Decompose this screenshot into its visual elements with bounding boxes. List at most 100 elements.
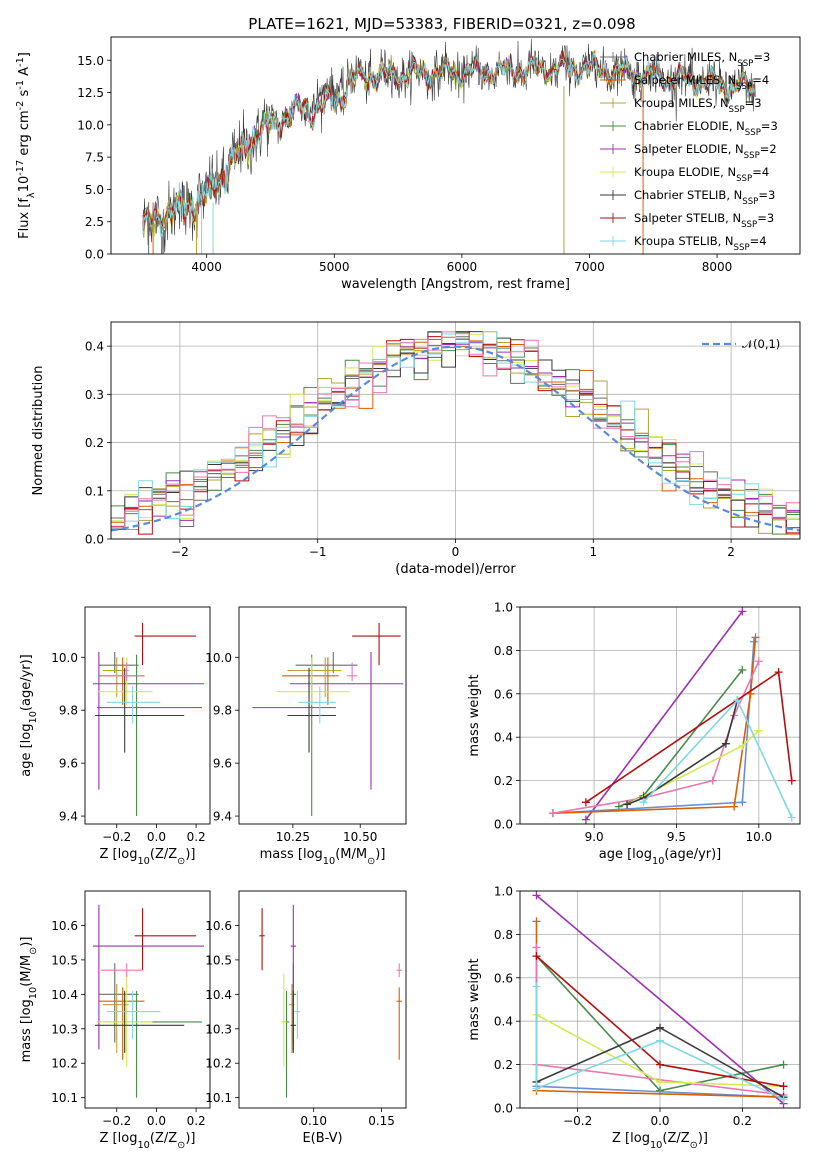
label-part: SSP <box>745 128 761 138</box>
label-part: Normed distribution <box>31 366 46 496</box>
label-part: E(B-V) <box>302 1131 342 1146</box>
label-part: (Z/Z <box>662 1131 689 1146</box>
weight-marker <box>532 891 541 900</box>
legend-entry: Salpeter ELODIE, NSSP=2 <box>634 142 777 161</box>
label-part: (M/M <box>335 847 367 862</box>
x-tick-label: 10.25 <box>276 830 310 844</box>
label-part: =4 <box>750 234 767 248</box>
label-part: SSP <box>741 220 757 230</box>
legend-entry: Chabrier MILES, NSSP=3 <box>634 50 770 69</box>
axes-frame <box>110 36 801 255</box>
label-part: 10 <box>28 711 39 723</box>
grid <box>520 606 800 825</box>
legend-entry: Chabrier STELIB, NSSP=3 <box>634 188 775 207</box>
y-tick-label: 10.6 <box>205 919 232 933</box>
x-tick-label: −1 <box>309 545 327 559</box>
label-part: Salpeter STELIB, N <box>634 211 741 225</box>
weight-marker <box>749 637 758 646</box>
label-part: Salpeter MILES, N <box>634 73 736 87</box>
x-axis-label: Z [log10(Z/Z⊙)] <box>612 1131 708 1151</box>
weight-marker <box>779 1082 788 1091</box>
axes-frame <box>84 890 211 1109</box>
label-part: SSP <box>737 59 753 69</box>
y-tick-label: 12.5 <box>77 86 104 100</box>
label-part: 10 <box>650 1140 662 1151</box>
legend-entry: Kroupa STELIB, NSSP=4 <box>634 234 767 253</box>
label-part: SSP <box>729 105 745 115</box>
label-part: Chabrier STELIB, N <box>634 188 742 202</box>
weight-marker <box>738 798 747 807</box>
weight-marker <box>532 1084 541 1093</box>
label-part: ] <box>17 52 32 57</box>
weight-marker <box>774 668 783 677</box>
x-axis-label: Z [log10(Z/Z⊙)] <box>100 1131 196 1151</box>
axes-frame <box>238 890 407 1109</box>
y-tick-label: 1.0 <box>494 601 513 615</box>
label-part: A <box>17 67 32 80</box>
label-part: (Z/Z <box>150 1131 177 1146</box>
axes-frame <box>84 606 211 825</box>
axes-overlay: −2 −1 0 1 2 0.0 0.1 0.2 0.3 0.4 (data-model)/error… <box>31 321 801 577</box>
label-part: age [log <box>599 847 652 862</box>
y-tick-label: 0.4 <box>494 731 513 745</box>
label-part: =3 <box>753 50 770 64</box>
y-tick-label: 15.0 <box>77 54 104 68</box>
y-tick-label: 10.0 <box>77 118 104 132</box>
weight-marker <box>623 800 632 809</box>
x-axis-label: Z [log10(Z/Z⊙)] <box>100 847 196 867</box>
y-tick-label: 10.0 <box>51 651 78 665</box>
label-part: ⊙ <box>177 856 185 867</box>
x-axis-label: mass [log10(M/M⊙)] <box>260 847 386 867</box>
label-part: ⊙ <box>690 1140 698 1151</box>
legend-entry: Salpeter STELIB, NSSP=3 <box>634 211 774 230</box>
y-tick-label: 0.2 <box>494 1058 513 1072</box>
x-tick-label: 5000 <box>319 260 350 274</box>
label-part: λ <box>26 192 37 198</box>
x-tick-label: 0.2 <box>733 1114 752 1128</box>
label-part: SSP <box>744 151 760 161</box>
y-tick-label: 10.3 <box>51 1022 78 1036</box>
axes-overlay: 4000 5000 6000 7000 8000 0.0 2.5 5.0 7.5 10.0 12.5… <box>15 36 801 292</box>
y-tick-label: 0.6 <box>494 971 513 985</box>
x-tick-label: 7000 <box>574 260 605 274</box>
x-tick-label: 0.0 <box>147 830 166 844</box>
x-tick-label: 2 <box>727 545 735 559</box>
weight-marker <box>751 633 760 642</box>
weight-marker <box>656 1036 664 1045</box>
histogram-pink <box>111 331 800 539</box>
y-tick-label: 10.3 <box>205 1022 232 1036</box>
y-tick-label: 7.5 <box>85 151 104 165</box>
label-part: erg cm <box>17 110 32 159</box>
x-tick-label: 4000 <box>191 260 222 274</box>
mass-vs-metallicity-panel: −0.2 0.0 0.2 10.1 10.2 10.3 10.4 10.5 10.6 Z [log… <box>19 890 211 1151</box>
y-tick-label: 9.8 <box>213 704 232 718</box>
x-tick-label: 0.2 <box>187 830 206 844</box>
legend-entry: Kroupa MILES, NSSP=3 <box>634 96 762 115</box>
weight-marker <box>721 739 730 748</box>
label-part: mass [log <box>260 847 323 862</box>
y-tick-label: 1.0 <box>494 885 513 899</box>
label-part: ⊙ <box>177 1140 185 1151</box>
x-tick-label: −0.2 <box>563 1114 592 1128</box>
label-part: s <box>17 89 32 100</box>
plot-area <box>259 904 402 1098</box>
label-part: mass weight <box>467 958 482 1040</box>
axes-overlay: −0.2 0.0 0.29.49.69.810.0Z [log10(Z/Z⊙)]ag… <box>19 606 211 867</box>
spectrum-kroupa-stelib <box>142 52 756 238</box>
weight-marker <box>733 696 742 705</box>
weight-line <box>535 986 784 1101</box>
label-part: (age/yr)] <box>664 847 721 862</box>
weight-line <box>585 610 743 821</box>
label-part: Z [log <box>612 1131 650 1146</box>
mass-weight-vs-metallicity-panel: −0.2 0.0 0.2 0.0 0.2 0.4 0.6 0.8 1.0 Z [log10(Z/Z… <box>467 885 801 1151</box>
y-tick-label: 10.4 <box>51 988 78 1002</box>
plot-area <box>92 904 205 1098</box>
label-part: )] <box>375 847 385 862</box>
x-tick-label: 9.5 <box>667 830 686 844</box>
y-tick-label: 0.0 <box>85 533 104 547</box>
x-axis-label: E(B-V) <box>302 1131 342 1146</box>
label-part: )] <box>185 847 195 862</box>
spectrum-salpeter-stelib <box>142 50 756 229</box>
y-tick-label: 5.0 <box>85 183 104 197</box>
